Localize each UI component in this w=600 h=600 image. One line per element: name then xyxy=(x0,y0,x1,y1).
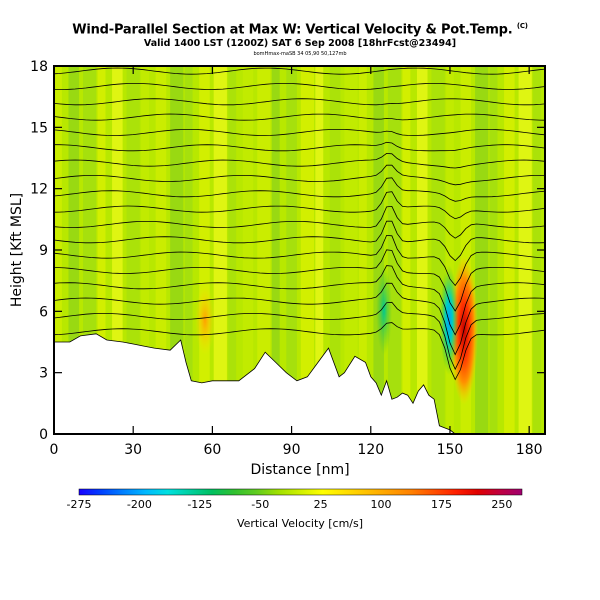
velocity-band xyxy=(402,66,411,434)
velocity-band xyxy=(446,66,454,434)
x-tick-label: 150 xyxy=(437,442,464,458)
x-tick-label: 120 xyxy=(357,442,384,458)
velocity-band xyxy=(300,66,315,434)
velocity-band xyxy=(460,66,472,434)
theta-contour xyxy=(54,67,545,75)
chart-title: Wind-Parallel Section at Max W: Vertical… xyxy=(72,22,528,38)
theta-contour xyxy=(54,191,545,220)
colorbar: -275 -200 -125 -50 25 100 175 250 Vertical Velo… xyxy=(67,488,523,530)
warm-updraft xyxy=(195,285,215,355)
velocity-band xyxy=(373,66,384,434)
velocity-band xyxy=(242,66,254,434)
theta-contour xyxy=(54,301,545,371)
theta-contour xyxy=(54,113,545,121)
y-axis: 0 3 6 9 12 15 18 xyxy=(30,59,545,443)
velocity-band xyxy=(416,66,428,434)
velocity-band xyxy=(228,66,237,434)
theta-contour xyxy=(54,98,545,106)
colorbar-tick-label: -50 xyxy=(251,498,269,511)
velocity-band xyxy=(358,66,367,434)
y-tick-label: 9 xyxy=(39,243,48,259)
colorbar-ticks: -275 -200 -125 -50 25 100 175 250 xyxy=(67,498,513,511)
theta-contour xyxy=(54,322,545,381)
theta-contour xyxy=(54,282,545,356)
x-tick-label: 90 xyxy=(283,442,301,458)
velocity-band xyxy=(141,66,150,434)
velocity-band xyxy=(68,66,80,434)
theta-contour xyxy=(54,249,545,312)
theta-contour xyxy=(54,234,545,287)
colorbar-title: Vertical Velocity [cm/s] xyxy=(237,517,363,530)
velocity-band xyxy=(475,66,489,434)
x-tick-label: 0 xyxy=(50,442,59,458)
theta-contour xyxy=(54,205,545,239)
y-tick-label: 12 xyxy=(30,182,48,198)
y-tick-label: 15 xyxy=(30,120,48,136)
theta-contour xyxy=(54,83,545,90)
velocity-band xyxy=(257,66,271,434)
x-tick-label: 180 xyxy=(516,442,543,458)
velocity-band xyxy=(489,66,498,434)
velocity-field xyxy=(54,53,545,434)
velocity-band xyxy=(155,66,167,434)
y-tick-label: 0 xyxy=(39,427,48,443)
x-tick-label: 30 xyxy=(124,442,142,458)
colorbar-tick-label: 100 xyxy=(371,498,392,511)
velocity-band xyxy=(518,66,532,434)
colorbar-tick-label: 250 xyxy=(491,498,512,511)
colorbar-tick-label: -125 xyxy=(187,498,212,511)
velocity-band xyxy=(344,66,358,434)
velocity-band xyxy=(184,66,193,434)
terrain xyxy=(54,333,545,434)
velocity-band xyxy=(112,66,123,434)
velocity-band xyxy=(271,66,280,434)
theta-contour xyxy=(54,164,545,186)
colorbar-tick-label: -200 xyxy=(127,498,152,511)
colorbar-tick-label: 25 xyxy=(314,498,328,511)
y-tick-label: 18 xyxy=(30,59,48,75)
theta-contour xyxy=(54,53,545,59)
colorbar-tick-label: 175 xyxy=(431,498,452,511)
velocity-band xyxy=(213,66,227,434)
velocity-band xyxy=(315,66,324,434)
y-tick-label: 6 xyxy=(39,304,48,320)
velocity-band xyxy=(387,66,402,434)
velocity-band xyxy=(431,66,445,434)
x-axis: 0 30 60 90 120 150 180 xyxy=(50,66,543,458)
colorbar-tick-label: -275 xyxy=(67,498,92,511)
colorbar-strip xyxy=(78,488,523,496)
velocity-band xyxy=(97,66,106,434)
x-axis-title: Distance [nm] xyxy=(250,462,349,478)
velocity-band xyxy=(126,66,140,434)
theta-contour xyxy=(54,177,545,202)
theta-contour xyxy=(54,265,545,336)
x-tick-label: 60 xyxy=(203,442,221,458)
theta-contour xyxy=(54,220,545,262)
potential-temperature-contours xyxy=(54,53,545,381)
y-tick-label: 3 xyxy=(39,366,48,382)
theta-contour xyxy=(54,141,545,152)
velocity-band xyxy=(329,66,341,434)
velocity-band xyxy=(504,66,515,434)
theta-contour xyxy=(54,129,545,136)
velocity-band xyxy=(286,66,297,434)
velocity-band xyxy=(199,66,210,434)
chart-info-line: bomHmax-maSB 34 05,90 50,127mb xyxy=(253,51,347,57)
downdraft-secondary xyxy=(376,265,392,355)
y-axis-title: Height [Kft MSL] xyxy=(9,193,25,307)
chart-subtitle: Valid 1400 LST (1200Z) SAT 6 Sep 2008 [1… xyxy=(143,38,457,49)
theta-contour xyxy=(54,152,545,169)
